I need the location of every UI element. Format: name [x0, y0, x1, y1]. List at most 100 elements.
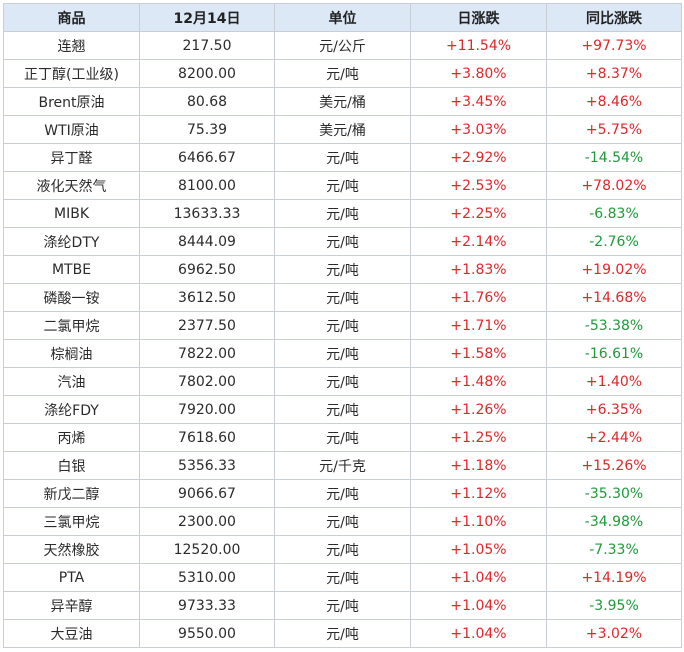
- unit-cell: 元/吨: [274, 535, 411, 564]
- unit-cell: 元/吨: [274, 227, 411, 256]
- table-row: 异丁醛 6466.67 元/吨 +2.92% -14.54%: [3, 143, 682, 172]
- unit-cell: 元/吨: [274, 339, 411, 368]
- table-row: 大豆油 9550.00 元/吨 +1.04% +3.02%: [3, 619, 682, 648]
- unit-cell: 元/吨: [274, 199, 411, 228]
- daily-change-cell: +2.53%: [410, 171, 547, 200]
- unit-cell: 元/吨: [274, 283, 411, 312]
- yoy-change-cell: +6.35%: [546, 395, 682, 424]
- yoy-change-cell: -34.98%: [546, 507, 682, 536]
- commodity-name-cell: 白银: [3, 451, 140, 480]
- table-row: 异辛醇 9733.33 元/吨 +1.04% -3.95%: [3, 591, 682, 620]
- yoy-change-cell: +3.02%: [546, 619, 682, 648]
- header-unit: 单位: [274, 3, 411, 32]
- unit-cell: 美元/桶: [274, 115, 411, 144]
- unit-cell: 元/吨: [274, 619, 411, 648]
- yoy-change-cell: +5.75%: [546, 115, 682, 144]
- yoy-change-cell: +15.26%: [546, 451, 682, 480]
- commodity-name-cell: WTI原油: [3, 115, 140, 144]
- yoy-change-cell: +14.19%: [546, 563, 682, 592]
- unit-cell: 美元/桶: [274, 87, 411, 116]
- yoy-change-cell: +2.44%: [546, 423, 682, 452]
- commodity-name-cell: 正丁醇(工业级): [3, 59, 140, 88]
- unit-cell: 元/吨: [274, 367, 411, 396]
- table-row: Brent原油 80.68 美元/桶 +3.45% +8.46%: [3, 87, 682, 116]
- table-row: PTA 5310.00 元/吨 +1.04% +14.19%: [3, 563, 682, 592]
- table-row: WTI原油 75.39 美元/桶 +3.03% +5.75%: [3, 115, 682, 144]
- table-row: 三氯甲烷 2300.00 元/吨 +1.10% -34.98%: [3, 507, 682, 536]
- daily-change-cell: +3.45%: [410, 87, 547, 116]
- table-row: MTBE 6962.50 元/吨 +1.83% +19.02%: [3, 255, 682, 284]
- commodity-name-cell: 二氯甲烷: [3, 311, 140, 340]
- price-cell: 8200.00: [139, 59, 275, 88]
- daily-change-cell: +11.54%: [410, 31, 547, 60]
- daily-change-cell: +1.26%: [410, 395, 547, 424]
- commodity-name-cell: MTBE: [3, 255, 140, 284]
- unit-cell: 元/吨: [274, 591, 411, 620]
- yoy-change-cell: +78.02%: [546, 171, 682, 200]
- commodity-name-cell: 天然橡胶: [3, 535, 140, 564]
- price-cell: 5356.33: [139, 451, 275, 480]
- yoy-change-cell: +1.40%: [546, 367, 682, 396]
- daily-change-cell: +1.10%: [410, 507, 547, 536]
- header-price-date: 12月14日: [139, 3, 275, 32]
- daily-change-cell: +1.71%: [410, 311, 547, 340]
- unit-cell: 元/千克: [274, 451, 411, 480]
- yoy-change-cell: +8.37%: [546, 59, 682, 88]
- price-cell: 6962.50: [139, 255, 275, 284]
- price-cell: 9733.33: [139, 591, 275, 620]
- unit-cell: 元/吨: [274, 255, 411, 284]
- yoy-change-cell: -53.38%: [546, 311, 682, 340]
- daily-change-cell: +1.58%: [410, 339, 547, 368]
- daily-change-cell: +1.04%: [410, 619, 547, 648]
- daily-change-cell: +2.14%: [410, 227, 547, 256]
- table-row: 汽油 7802.00 元/吨 +1.48% +1.40%: [3, 367, 682, 396]
- price-cell: 80.68: [139, 87, 275, 116]
- header-commodity: 商品: [3, 3, 140, 32]
- yoy-change-cell: -2.76%: [546, 227, 682, 256]
- price-cell: 7618.60: [139, 423, 275, 452]
- unit-cell: 元/吨: [274, 171, 411, 200]
- yoy-change-cell: -6.83%: [546, 199, 682, 228]
- price-cell: 8444.09: [139, 227, 275, 256]
- commodity-name-cell: PTA: [3, 563, 140, 592]
- price-cell: 3612.50: [139, 283, 275, 312]
- yoy-change-cell: -3.95%: [546, 591, 682, 620]
- table-row: 二氯甲烷 2377.50 元/吨 +1.71% -53.38%: [3, 311, 682, 340]
- unit-cell: 元/吨: [274, 59, 411, 88]
- price-cell: 7802.00: [139, 367, 275, 396]
- daily-change-cell: +2.25%: [410, 199, 547, 228]
- header-row: 商品 12月14日 单位 日涨跌 同比涨跌: [3, 3, 682, 32]
- price-cell: 2377.50: [139, 311, 275, 340]
- unit-cell: 元/吨: [274, 143, 411, 172]
- unit-cell: 元/吨: [274, 395, 411, 424]
- commodity-name-cell: 液化天然气: [3, 171, 140, 200]
- yoy-change-cell: +97.73%: [546, 31, 682, 60]
- price-cell: 13633.33: [139, 199, 275, 228]
- daily-change-cell: +1.04%: [410, 591, 547, 620]
- table-header: 商品 12月14日 单位 日涨跌 同比涨跌: [3, 3, 682, 32]
- unit-cell: 元/吨: [274, 423, 411, 452]
- table-row: 涤纶FDY 7920.00 元/吨 +1.26% +6.35%: [3, 395, 682, 424]
- table-row: 天然橡胶 12520.00 元/吨 +1.05% -7.33%: [3, 535, 682, 564]
- unit-cell: 元/吨: [274, 479, 411, 508]
- daily-change-cell: +1.76%: [410, 283, 547, 312]
- price-cell: 217.50: [139, 31, 275, 60]
- daily-change-cell: +1.05%: [410, 535, 547, 564]
- unit-cell: 元/吨: [274, 507, 411, 536]
- daily-change-cell: +3.80%: [410, 59, 547, 88]
- yoy-change-cell: -16.61%: [546, 339, 682, 368]
- yoy-change-cell: -7.33%: [546, 535, 682, 564]
- yoy-change-cell: -35.30%: [546, 479, 682, 508]
- price-cell: 7822.00: [139, 339, 275, 368]
- daily-change-cell: +1.83%: [410, 255, 547, 284]
- daily-change-cell: +1.12%: [410, 479, 547, 508]
- table-row: 新戊二醇 9066.67 元/吨 +1.12% -35.30%: [3, 479, 682, 508]
- commodity-name-cell: 连翘: [3, 31, 140, 60]
- yoy-change-cell: +14.68%: [546, 283, 682, 312]
- table-row: 白银 5356.33 元/千克 +1.18% +15.26%: [3, 451, 682, 480]
- commodity-name-cell: 新戊二醇: [3, 479, 140, 508]
- table-row: 棕榈油 7822.00 元/吨 +1.58% -16.61%: [3, 339, 682, 368]
- unit-cell: 元/吨: [274, 311, 411, 340]
- table-row: 连翘 217.50 元/公斤 +11.54% +97.73%: [3, 31, 682, 60]
- table-body: 连翘 217.50 元/公斤 +11.54% +97.73% 正丁醇(工业级) 8200.0…: [3, 31, 682, 648]
